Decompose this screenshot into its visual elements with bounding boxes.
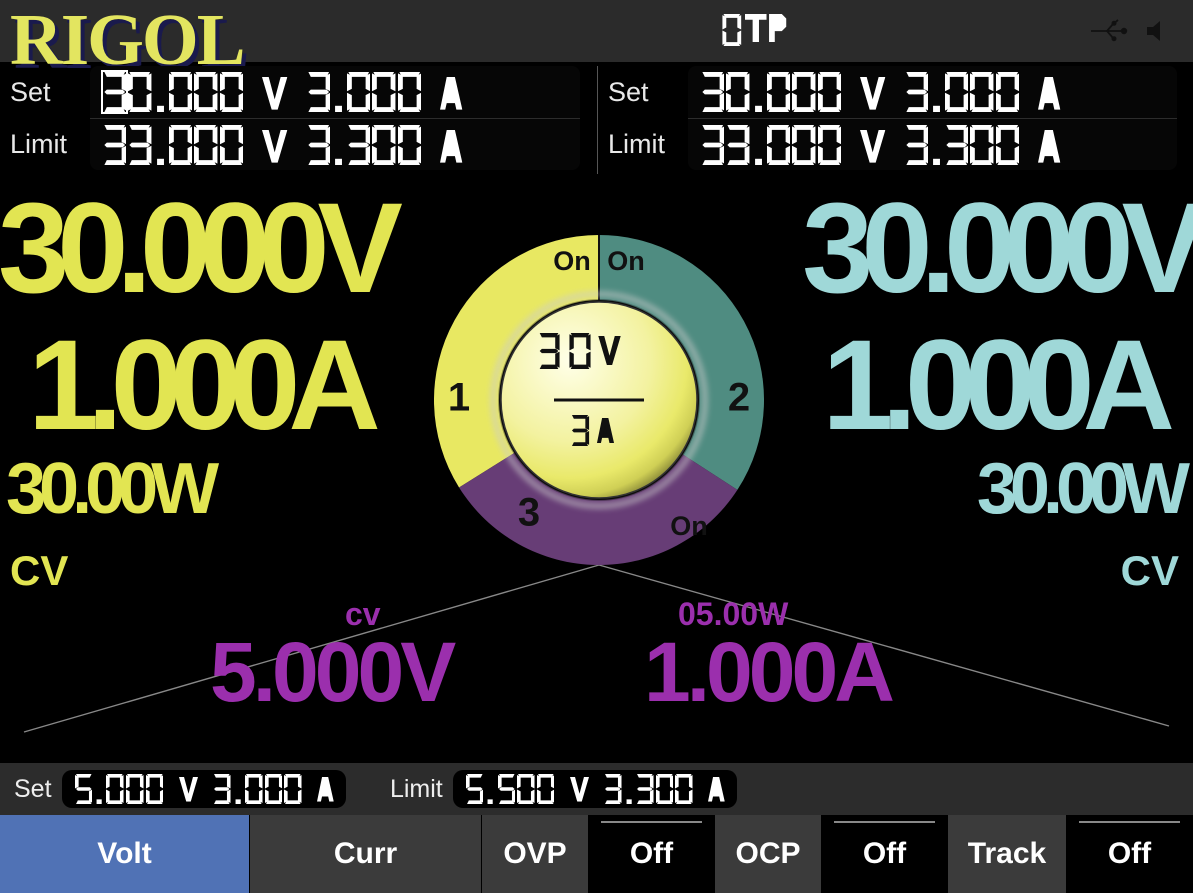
svg-text:3: 3 bbox=[518, 491, 540, 535]
svg-text:On: On bbox=[670, 511, 708, 541]
svg-text:2: 2 bbox=[728, 376, 750, 420]
svg-text:1: 1 bbox=[448, 376, 470, 420]
svg-text:On: On bbox=[607, 246, 645, 276]
svg-text:On: On bbox=[553, 246, 591, 276]
